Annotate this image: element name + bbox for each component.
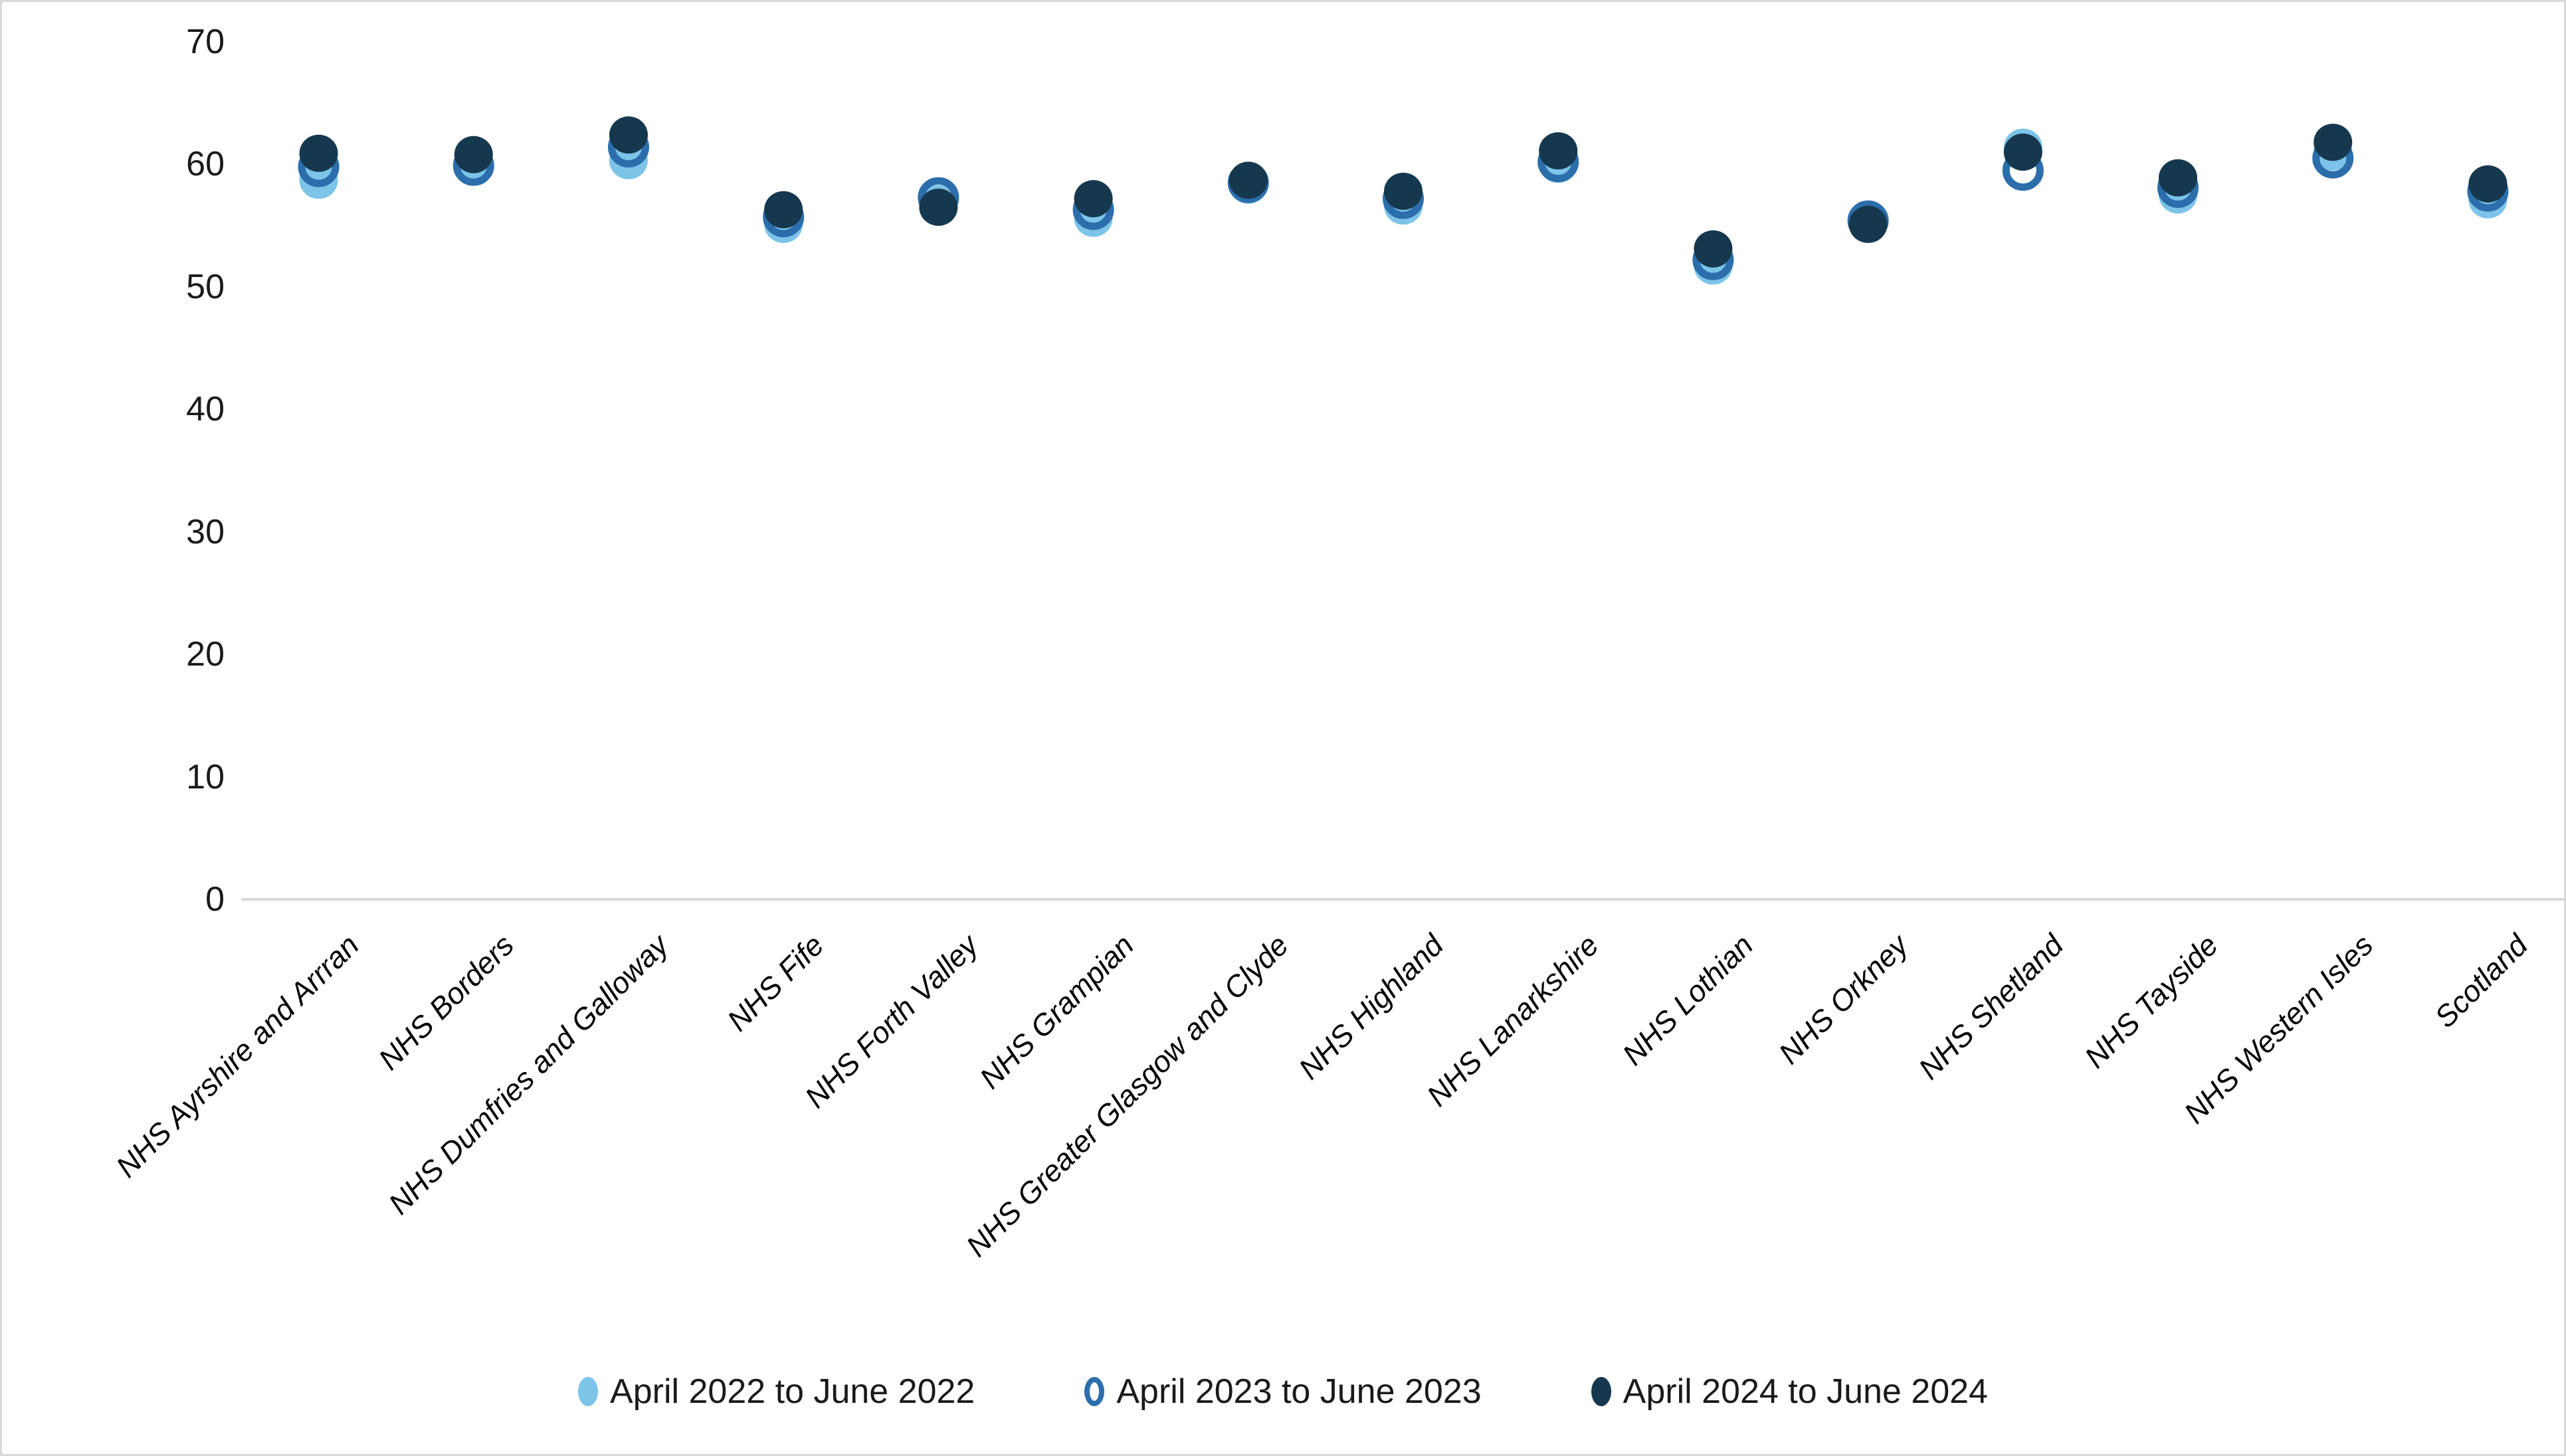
legend-label: April 2022 to June 2022 <box>610 1372 975 1411</box>
legend-open-circle-icon <box>1084 1377 1105 1406</box>
legend-filled-circle-icon <box>1591 1377 1611 1406</box>
y-axis-tick-label: 20 <box>186 635 225 674</box>
y-axis-tick-label: 50 <box>186 267 225 306</box>
data-point-april-2024-to-june-2024-2 <box>609 116 648 154</box>
data-point-april-2024-to-june-2024-5 <box>1074 180 1113 218</box>
data-point-april-2024-to-june-2024-7 <box>1384 173 1423 210</box>
data-point-april-2024-to-june-2024-1 <box>454 136 493 173</box>
legend-item: April 2024 to June 2024 <box>1591 1372 1988 1411</box>
data-point-april-2024-to-june-2024-8 <box>1539 132 1578 170</box>
legend-label: April 2024 to June 2024 <box>1623 1372 1988 1411</box>
data-point-april-2024-to-june-2024-11 <box>2003 134 2042 171</box>
legend-filled-circle-icon <box>578 1377 599 1406</box>
legend-item: April 2023 to June 2023 <box>1084 1372 1482 1411</box>
legend-item: April 2022 to June 2022 <box>578 1372 975 1411</box>
y-axis-tick-label: 10 <box>186 757 225 796</box>
y-axis-tick-label: 30 <box>186 512 225 551</box>
y-axis-tick-label: 60 <box>186 145 225 184</box>
data-point-april-2024-to-june-2024-12 <box>2159 159 2197 197</box>
y-axis-tick-label: 70 <box>186 23 225 61</box>
data-point-april-2024-to-june-2024-3 <box>764 191 803 228</box>
data-point-april-2024-to-june-2024-9 <box>1694 230 1733 268</box>
data-point-april-2024-to-june-2024-4 <box>919 189 958 226</box>
chart-legend: April 2022 to June 2022 April 2023 to Jun… <box>578 1372 1988 1411</box>
y-axis-tick-label: 40 <box>186 390 225 429</box>
data-point-april-2024-to-june-2024-6 <box>1229 161 1268 199</box>
data-point-april-2024-to-june-2024-14 <box>2468 165 2508 203</box>
data-point-april-2024-to-june-2024-10 <box>1848 205 1888 243</box>
legend-label: April 2023 to June 2023 <box>1116 1372 1482 1411</box>
data-point-april-2024-to-june-2024-0 <box>299 134 338 172</box>
y-axis-tick-label: 0 <box>205 880 225 919</box>
data-point-april-2024-to-june-2024-13 <box>2314 124 2353 161</box>
